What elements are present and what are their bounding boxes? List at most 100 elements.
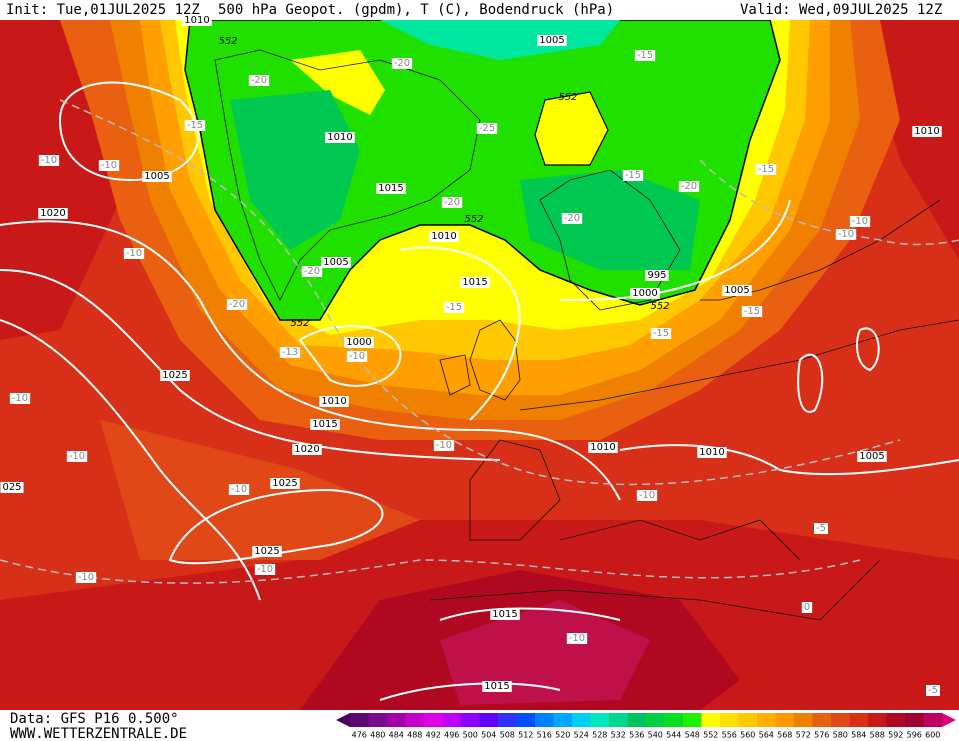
temperature-label-box — [849, 216, 871, 227]
pressure-label-box — [142, 171, 172, 182]
pressure-label-box — [460, 277, 490, 288]
colorbar-cell — [812, 713, 832, 727]
pressure-label-box — [857, 451, 887, 462]
height-label: 552 — [218, 36, 237, 47]
temperature-label-box — [835, 229, 857, 240]
pressure-label-box — [292, 444, 322, 455]
temperature-label-group: -10 — [433, 440, 455, 451]
pressure-label-group: 1010 — [588, 442, 618, 453]
pressure-label: 1015 — [462, 277, 487, 288]
temperature-label-box — [391, 58, 413, 69]
temperature-label: -20 — [251, 75, 267, 86]
colorbar-cell — [479, 713, 499, 727]
colorbar-cell — [516, 713, 536, 727]
temperature-label: -15 — [637, 50, 653, 61]
isobar — [0, 319, 261, 601]
pressure-label-box — [325, 132, 355, 143]
field-zone — [100, 420, 420, 560]
temperature-label: -20 — [304, 266, 320, 277]
temperature-label-group: -20 — [391, 58, 413, 69]
pressure-label-group: 1005 — [722, 285, 752, 296]
temperature-label: -10 — [349, 351, 365, 362]
pressure-label-box — [310, 419, 340, 430]
temperature-label-group: -10 — [75, 572, 97, 583]
colorbar-label: 524 — [574, 731, 589, 740]
temperature-label-box — [622, 170, 644, 181]
height-label-group: 552 — [650, 301, 669, 312]
temperature-label: -20 — [444, 197, 460, 208]
pressure-label-group: 1015 — [460, 277, 490, 288]
isobar — [168, 488, 384, 565]
temperature-label: 0 — [804, 602, 810, 613]
field-zone — [380, 20, 620, 60]
isotherm — [59, 99, 901, 486]
pressure-label-group: 1005 — [321, 257, 351, 268]
field-zone — [520, 170, 700, 270]
pressure-label: 025 — [2, 482, 21, 493]
temperature-label-group: -20 — [301, 266, 323, 277]
temperature-label: -15 — [744, 306, 760, 317]
temperature-label-group: -10 — [38, 155, 60, 166]
temperature-label-group: -10 — [566, 633, 588, 644]
isobar — [0, 220, 621, 501]
colorbar-label: 484 — [389, 731, 404, 740]
pressure-label-group: 1025 — [252, 546, 282, 557]
pressure-label-box — [588, 442, 618, 453]
pressure-label-box — [537, 35, 567, 46]
pressure-label: 1000 — [346, 337, 371, 348]
temperature-label-group: -25 — [476, 123, 498, 134]
temperature-label-group: -10 — [254, 564, 276, 575]
isobar — [399, 246, 522, 421]
isotherm — [0, 559, 861, 584]
temperature-label-group: -10 — [9, 393, 31, 404]
temperature-label-group: -10 — [228, 484, 250, 495]
pressure-label-group: 1000 — [344, 337, 374, 348]
temperature-label: -25 — [479, 123, 495, 134]
pressure-label-box — [376, 183, 406, 194]
temperature-label-group: -20 — [441, 197, 463, 208]
colorbar-label: 552 — [703, 731, 718, 740]
coastline — [214, 49, 481, 301]
pressure-label: 1025 — [254, 546, 279, 557]
temperature-label: -13 — [282, 347, 298, 358]
colorbar-label: 596 — [907, 731, 922, 740]
pressure-label: 1005 — [539, 35, 564, 46]
colorbar-cell — [849, 713, 869, 727]
colorbar-cell — [923, 713, 943, 727]
height-label: 552 — [464, 214, 483, 225]
temperature-label-group: -5 — [926, 685, 940, 696]
temperature-label-group: -5 — [814, 523, 828, 534]
pressure-label-box — [319, 396, 349, 407]
temperature-label-group: 0 — [801, 602, 813, 613]
pressure-label: 1010 — [321, 396, 346, 407]
temperature-label-box — [741, 306, 763, 317]
temperature-label-group: -15 — [622, 170, 644, 181]
temperature-label-box — [301, 266, 323, 277]
colorbar-label: 520 — [555, 731, 570, 740]
colorbar-label: 540 — [648, 731, 663, 740]
colorbar-label: 568 — [777, 731, 792, 740]
colorbar-label: 584 — [851, 731, 866, 740]
pressure-label: 1020 — [294, 444, 319, 455]
temperature-label-group: -10 — [98, 160, 120, 171]
colorbar-cell — [905, 713, 924, 727]
colorbar-label: 572 — [796, 731, 811, 740]
colorbar-label: 536 — [629, 731, 644, 740]
colorbar-cell — [738, 713, 758, 727]
temperature-label-group: -10 — [66, 451, 88, 462]
colorbar-cell — [498, 713, 517, 727]
temperature-label-group: -15 — [634, 50, 656, 61]
temperature-label-box — [650, 328, 672, 339]
temperature-label: -20 — [394, 58, 410, 69]
colorbar-label: 564 — [759, 731, 774, 740]
temperature-label-group: -15 — [650, 328, 672, 339]
temperature-label: -10 — [78, 572, 94, 583]
temperature-label: -15 — [625, 170, 641, 181]
height-label: 552 — [558, 92, 577, 103]
temperature-label: -10 — [639, 490, 655, 501]
pressure-label-group: 1020 — [38, 208, 68, 219]
colorbar-label: 508 — [500, 731, 515, 740]
pressure-label-group: 1000 — [630, 288, 660, 299]
colorbar-cell — [609, 713, 628, 727]
